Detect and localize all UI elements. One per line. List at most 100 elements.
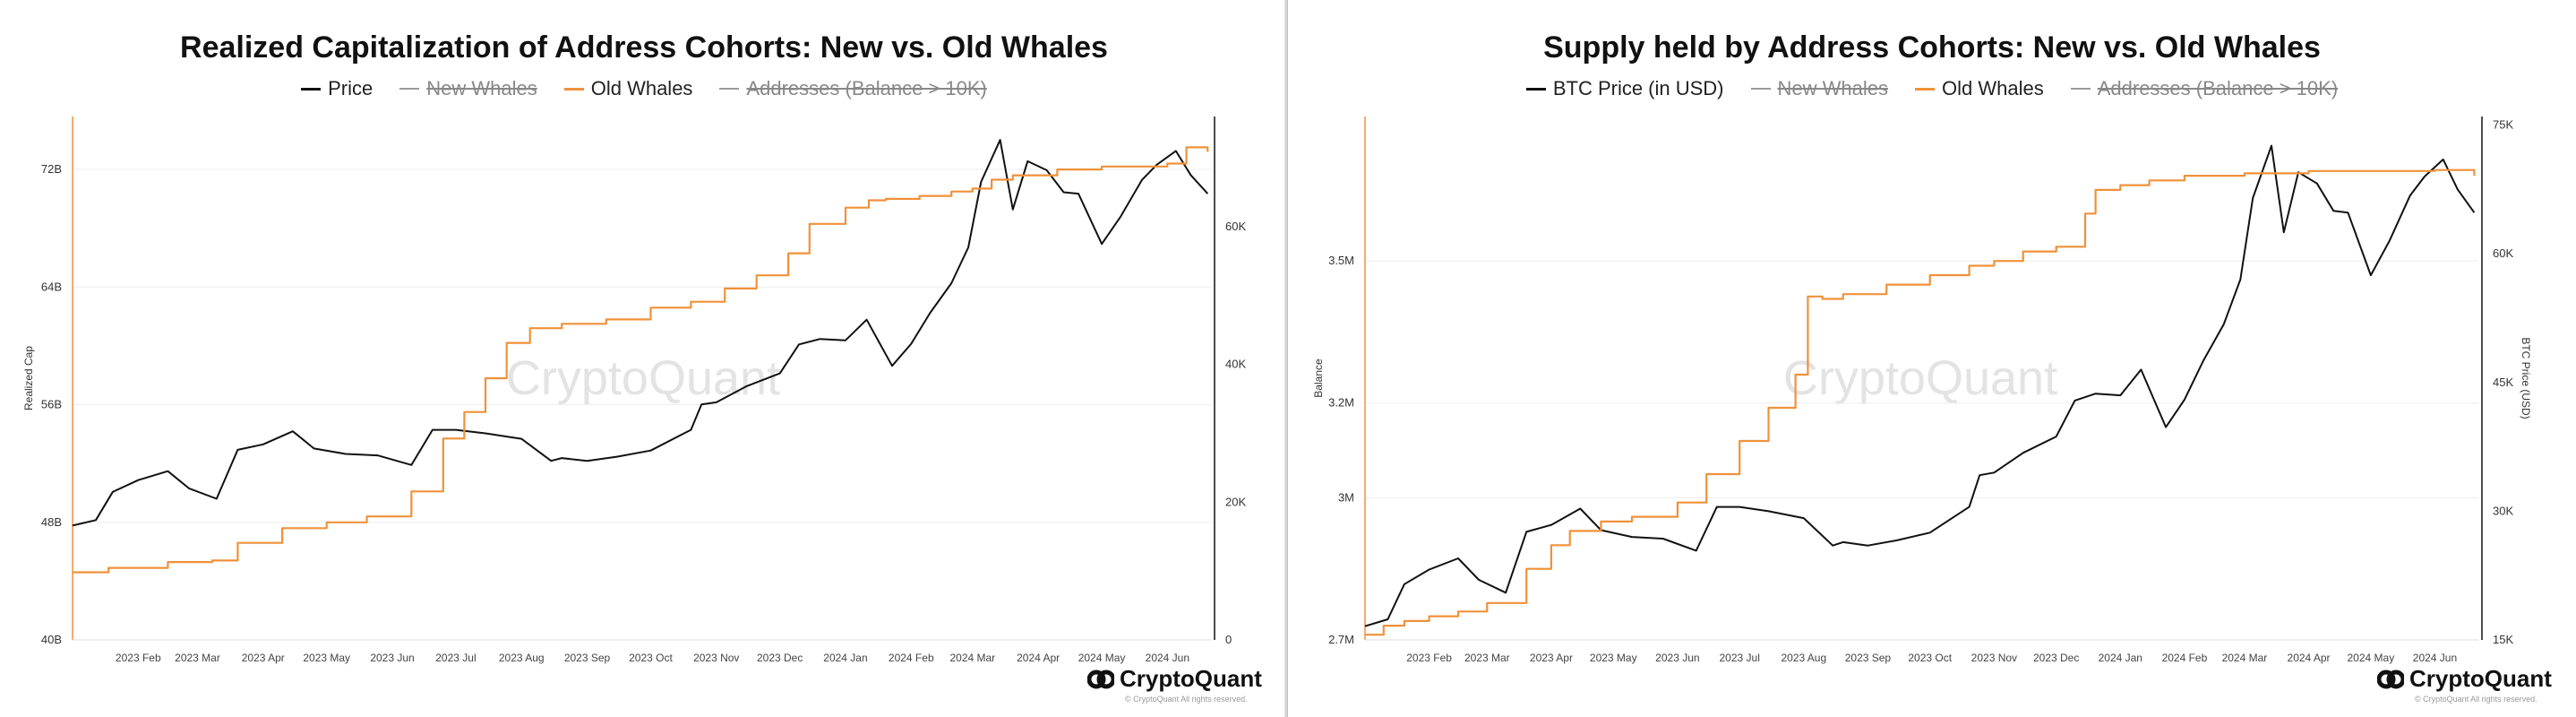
x-tick-label: 2023 Dec: [757, 652, 803, 664]
brand-name: CryptoQuant: [1120, 665, 1262, 692]
x-tick-label: 2023 Sep: [564, 652, 611, 664]
copyright-text: © CryptoQuant All rights reserved.: [2415, 695, 2537, 704]
y-tick-label-left: 3.2M: [1328, 396, 1354, 410]
x-tick-label: 2024 Jun: [2413, 652, 2457, 664]
legend-label: BTC Price (in USD): [1552, 77, 1724, 99]
cryptoquant-watermark: CryptoQuant: [506, 351, 780, 405]
legend-item-old-whales[interactable]: Old Whales: [1915, 77, 2044, 100]
legend-item-btc-price[interactable]: BTC Price (in USD): [1525, 77, 1724, 100]
legend-label: Addresses (Balance > 10K): [746, 77, 987, 99]
legend-item-new-whales[interactable]: New Whales: [1750, 77, 1888, 100]
x-tick-label: 2024 Mar: [949, 652, 995, 664]
x-tick-label: 2023 Jun: [370, 652, 414, 664]
x-tick-label: 2023 Oct: [629, 652, 673, 664]
x-tick-label: 2024 Apr: [2288, 652, 2331, 664]
x-tick-label: 2023 Jul: [1719, 652, 1759, 664]
legend-item-addresses[interactable]: Addresses (Balance > 10K): [719, 77, 987, 100]
chart-legend: BTC Price (in USD) New Whales Old Whales…: [1288, 77, 2576, 100]
x-tick-label: 2023 Mar: [175, 652, 220, 664]
copyright-text: © CryptoQuant All rights reserved.: [1125, 695, 1248, 704]
legend-item-addresses[interactable]: Addresses (Balance > 10K): [2070, 77, 2339, 100]
chart-plot-area: CryptoQuant 2.7M 3M 3.2M 3.5M 15K 30K 45K 60K 75K…: [1312, 117, 2532, 664]
y-tick-label-right: 0: [1225, 633, 1232, 646]
legend-swatch: [563, 87, 584, 91]
x-tick-label: 2023 Nov: [693, 652, 739, 664]
x-tick-label: 2024 Feb: [2162, 652, 2208, 664]
series-line-btc-price-in-usd: [1364, 144, 2476, 627]
left-chart-panel: Realized Capitalization of Address Cohor…: [0, 30, 1288, 704]
x-tick-label: 2024 Jan: [2099, 652, 2142, 664]
legend-swatch: [301, 87, 322, 91]
series-line-price: [72, 139, 1209, 527]
x-tick-label: 2023 Nov: [1971, 652, 2017, 664]
cryptoquant-watermark: CryptoQuant: [1783, 351, 2057, 405]
y-tick-label-left: 2.7M: [1328, 633, 1354, 646]
y-tick-label-right: 45K: [2493, 376, 2513, 389]
legend-label: Price: [328, 77, 374, 99]
legend-swatch: [399, 88, 420, 90]
y-tick-label-left: 64B: [41, 280, 62, 293]
series-line-old-whales: [73, 146, 1209, 574]
chart-plot-area: CryptoQuant 40B 48B 56B 64B 72B 0 20K 40K 60K 2023…: [22, 117, 1246, 664]
y-tick-label-left: 56B: [41, 398, 62, 411]
x-tick-label: 2023 May: [303, 652, 350, 664]
legend-swatch: [2070, 88, 2091, 90]
y-axis-title-left: Realized Cap: [22, 346, 35, 410]
x-tick-label: 2024 Apr: [1017, 652, 1060, 664]
y-tick-label-right: 15K: [2493, 633, 2513, 646]
x-tick-label: 2023 Jul: [435, 652, 476, 664]
cryptoquant-logo: CryptoQuant: [1087, 665, 1262, 693]
x-tick-label: 2023 Feb: [116, 652, 161, 664]
legend-label: New Whales: [1777, 77, 1888, 99]
legend-label: New Whales: [426, 77, 537, 99]
x-tick-label: 2024 Jan: [823, 652, 867, 664]
x-tick-label: 2023 Oct: [1908, 652, 1952, 664]
x-tick-label: 2023 Mar: [1464, 652, 1510, 664]
x-tick-label: 2023 Jun: [1655, 652, 1699, 664]
legend-swatch: [1915, 87, 1935, 91]
legend-swatch: [719, 88, 740, 90]
x-tick-label: 2024 Feb: [889, 652, 934, 664]
y-tick-label-left: 40B: [41, 633, 62, 646]
legend-item-new-whales[interactable]: New Whales: [399, 77, 537, 100]
y-tick-label-right: 30K: [2493, 504, 2513, 517]
x-tick-label: 2023 Apr: [242, 652, 285, 664]
y-tick-label-right: 75K: [2493, 118, 2513, 132]
x-tick-label: 2023 Sep: [1845, 652, 1892, 664]
legend-label: Old Whales: [590, 77, 693, 99]
legend-item-old-whales[interactable]: Old Whales: [563, 77, 693, 100]
series-line-old-whales: [1365, 168, 2476, 636]
x-tick-label: 2024 May: [2348, 652, 2395, 664]
legend-swatch: [1750, 88, 1771, 90]
x-tick-label: 2023 Apr: [1530, 652, 1573, 664]
y-tick-label-right: 60K: [2493, 246, 2513, 260]
y-tick-label-right: 60K: [1225, 220, 1246, 233]
x-tick-label: 2023 Dec: [2033, 652, 2079, 664]
y-tick-label-left: 3M: [1338, 490, 1354, 504]
y-tick-label-left: 3.5M: [1328, 254, 1354, 267]
chart-title: Supply held by Address Cohorts: New vs. …: [1543, 30, 2321, 65]
x-tick-label: 2024 Mar: [2222, 652, 2268, 664]
legend-label: Addresses (Balance > 10K): [2097, 77, 2339, 99]
legend-item-price[interactable]: Price: [301, 77, 373, 100]
legend-label: Old Whales: [1942, 77, 2044, 99]
cryptoquant-logo-icon: [2377, 669, 2404, 688]
cryptoquant-logo-icon: [1087, 669, 1114, 688]
y-tick-label-right: 40K: [1225, 358, 1246, 371]
y-axis-title-right: BTC Price (USD): [2520, 337, 2532, 419]
brand-name: CryptoQuant: [2409, 665, 2552, 692]
y-tick-label-right: 20K: [1225, 495, 1246, 508]
y-tick-label-left: 48B: [41, 515, 62, 529]
y-axis-title-left: Balance: [1312, 358, 1325, 398]
legend-swatch: [1525, 87, 1546, 91]
chart-title: Realized Capitalization of Address Cohor…: [180, 30, 1108, 65]
y-tick-label-left: 72B: [41, 162, 62, 176]
cryptoquant-logo: CryptoQuant: [2377, 665, 2552, 693]
x-tick-label: 2023 May: [1590, 652, 1637, 664]
x-tick-label: 2023 Aug: [1781, 652, 1826, 664]
x-tick-label: 2024 Jun: [1146, 652, 1189, 664]
chart-legend: Price New Whales Old Whales Addresses (B…: [0, 77, 1288, 100]
x-tick-label: 2023 Feb: [1406, 652, 1452, 664]
right-chart-panel: Supply held by Address Cohorts: New vs. …: [1288, 0, 2576, 717]
x-tick-label: 2024 May: [1078, 652, 1126, 664]
